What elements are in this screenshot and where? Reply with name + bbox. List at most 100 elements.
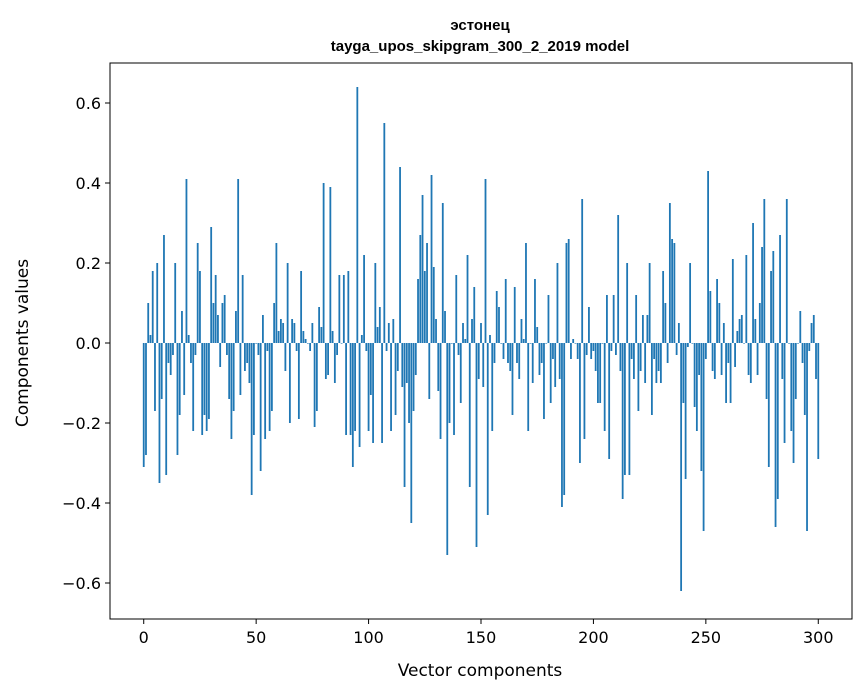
bar-28 <box>205 343 208 431</box>
bar-242 <box>686 343 689 347</box>
x-tick-label: 100 <box>353 628 384 647</box>
bar-32 <box>214 275 217 343</box>
bar-267 <box>743 343 745 344</box>
bar-254 <box>713 343 716 379</box>
bar-140 <box>457 343 460 355</box>
bar-100 <box>367 343 370 431</box>
bar-120 <box>412 343 415 411</box>
bar-264 <box>736 331 739 343</box>
bar-103 <box>374 263 377 343</box>
bar-290 <box>794 343 797 399</box>
bar-110 <box>390 343 392 431</box>
bar-159 <box>500 343 503 344</box>
bar-268 <box>745 255 748 343</box>
bar-31 <box>212 303 215 343</box>
bar-56 <box>268 343 271 431</box>
bar-88 <box>340 343 343 344</box>
bar-169 <box>522 339 525 343</box>
bar-51 <box>257 343 260 355</box>
bar-278 <box>767 343 770 467</box>
bar-144 <box>466 255 469 343</box>
bar-286 <box>785 199 788 343</box>
bar-163 <box>509 343 512 371</box>
bar-221 <box>639 343 642 371</box>
bar-75 <box>311 323 314 343</box>
bar-240 <box>682 343 685 403</box>
x-axis-label: Vector components <box>398 661 563 681</box>
bar-293 <box>801 343 804 363</box>
bar-252 <box>709 291 712 343</box>
bar-33 <box>217 315 219 343</box>
bar-245 <box>693 343 696 407</box>
bar-297 <box>810 323 813 343</box>
bar-283 <box>779 235 781 343</box>
bar-173 <box>531 343 534 383</box>
bar-184 <box>556 263 559 343</box>
bar-70 <box>300 271 303 343</box>
bar-44 <box>241 275 244 343</box>
bar-153 <box>486 343 489 515</box>
bar-47 <box>248 343 251 383</box>
bar-30 <box>210 227 213 343</box>
bar-101 <box>369 343 372 395</box>
bar-37 <box>226 343 228 355</box>
bar-201 <box>594 343 597 371</box>
bar-195 <box>581 199 584 343</box>
bar-235 <box>671 239 674 343</box>
bar-226 <box>650 343 653 415</box>
bar-8 <box>160 343 163 399</box>
bar-25 <box>199 271 201 343</box>
bar-246 <box>695 343 698 431</box>
bar-115 <box>401 343 404 387</box>
bar-82 <box>327 343 329 375</box>
bar-141 <box>459 343 462 403</box>
bar-203 <box>599 343 602 403</box>
chart-title: эстонец <box>450 17 510 34</box>
bar-265 <box>738 319 741 343</box>
bar-12 <box>169 343 172 375</box>
bar-165 <box>513 287 516 343</box>
bar-24 <box>196 243 199 343</box>
y-tick-label: 0.0 <box>76 334 101 353</box>
bar-134 <box>444 311 446 343</box>
bar-83 <box>329 187 332 343</box>
bar-89 <box>342 275 345 343</box>
bar-236 <box>673 243 676 343</box>
bar-200 <box>592 343 595 351</box>
bar-271 <box>752 223 754 343</box>
y-tick-label: 0.4 <box>76 174 101 193</box>
bar-164 <box>511 343 514 415</box>
bar-48 <box>250 343 253 495</box>
bar-34 <box>219 343 222 367</box>
bar-43 <box>239 343 242 395</box>
bar-118 <box>408 343 410 423</box>
bar-138 <box>453 343 455 435</box>
bar-125 <box>423 271 426 343</box>
bar-60 <box>277 331 280 343</box>
bar-270 <box>749 343 752 383</box>
bar-147 <box>473 287 476 343</box>
bar-146 <box>471 319 473 343</box>
x-tick-label: 150 <box>466 628 497 647</box>
bar-277 <box>765 343 768 399</box>
y-tick-label: 0.2 <box>76 254 101 273</box>
bar-84 <box>331 331 334 343</box>
bar-69 <box>297 343 300 419</box>
bar-299 <box>815 343 817 379</box>
bar-126 <box>426 243 428 343</box>
bar-116 <box>403 343 406 487</box>
bar-128 <box>430 175 433 343</box>
bar-225 <box>648 263 651 343</box>
bar-156 <box>493 343 496 363</box>
bar-96 <box>358 343 361 447</box>
bar-266 <box>740 315 743 343</box>
bar-109 <box>387 323 390 343</box>
bar-133 <box>441 203 444 343</box>
chart-subtitle: tayga_upos_skipgram_300_2_2019 model <box>331 38 630 55</box>
bar-22 <box>192 343 195 431</box>
bar-122 <box>417 279 419 343</box>
bar-178 <box>543 343 545 419</box>
bar-42 <box>237 179 240 343</box>
bar-231 <box>662 271 665 343</box>
